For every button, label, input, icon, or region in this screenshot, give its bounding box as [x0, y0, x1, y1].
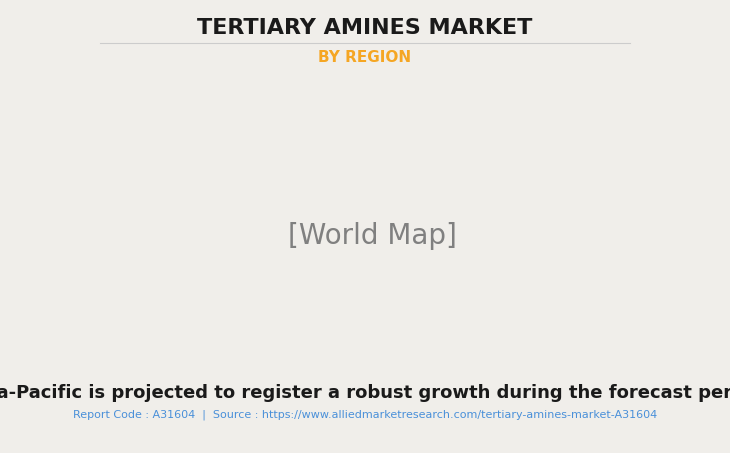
Text: [World Map]: [World Map] — [288, 222, 457, 250]
Text: BY REGION: BY REGION — [318, 50, 412, 66]
Text: TERTIARY AMINES MARKET: TERTIARY AMINES MARKET — [197, 18, 533, 38]
Text: Report Code : A31604  |  Source : https://www.alliedmarketresearch.com/tertiary-: Report Code : A31604 | Source : https://… — [73, 410, 657, 420]
Text: Asia-Pacific is projected to register a robust growth during the forecast period: Asia-Pacific is projected to register a … — [0, 384, 730, 402]
